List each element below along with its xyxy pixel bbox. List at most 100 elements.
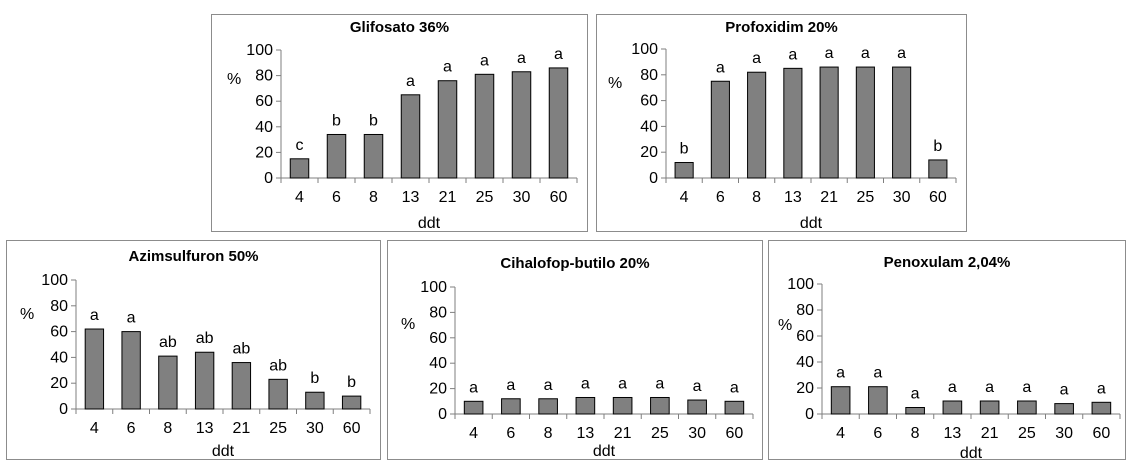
bar-21ddt (437, 80, 458, 179)
x-tick-label: 25 (651, 425, 669, 442)
bar-13ddt (575, 396, 596, 415)
y-tick-label: 80 (640, 67, 658, 84)
bar-8ddt (905, 407, 925, 415)
x-tick-label: 21 (981, 425, 999, 442)
chart-frame (387, 240, 763, 460)
significance-label: a (730, 379, 739, 396)
x-tick-label: 25 (856, 189, 874, 206)
significance-label: a (554, 46, 563, 63)
chart-panel-glifosato: Glifosato 36% 0 20 40 60 80 100 c 4 b 6 b 8 a 13 a 21 a 25… (211, 14, 588, 232)
bar-21ddt (979, 400, 1000, 415)
bar-4ddt (674, 162, 694, 179)
chart-title: Penoxulam 2,04% (884, 254, 1011, 271)
y-axis-label: % (20, 306, 34, 323)
bar-25ddt (855, 66, 875, 179)
significance-label: b (369, 112, 378, 129)
y-tick-label: 20 (640, 144, 658, 161)
x-axis-label: ddt (800, 215, 823, 232)
bar-6ddt (121, 331, 141, 410)
y-tick-label: 0 (805, 406, 814, 423)
y-tick-label: 20 (429, 381, 447, 398)
x-tick-label: 6 (127, 420, 136, 437)
chart-profoxidim: Profoxidim 20% 0 20 40 60 80 100 b 4 a 6 a 8 a 13 a 21 a 2… (596, 14, 967, 232)
y-tick-label: 80 (429, 304, 447, 321)
y-tick-label: 60 (796, 328, 814, 345)
y-tick-label: 100 (246, 42, 273, 59)
x-tick-label: 8 (544, 425, 553, 442)
chart-panel-profoxidim: Profoxidim 20% 0 20 40 60 80 100 b 4 a 6 a 8 a 13 a 21 a 2… (596, 14, 967, 232)
bar-25ddt (1017, 400, 1037, 415)
bar-60ddt (724, 400, 745, 415)
bar-21ddt (819, 66, 839, 179)
bar-60ddt (928, 159, 948, 179)
bar-6ddt (501, 398, 521, 415)
significance-label: a (836, 365, 845, 382)
y-tick-label: 0 (649, 170, 658, 187)
x-tick-label: 60 (343, 420, 361, 437)
y-tick-label: 20 (50, 375, 68, 392)
x-tick-label: 60 (1092, 425, 1110, 442)
chart-panel-azimsulfuron: Azimsulfuron 50% 0 20 40 60 80 100 a 4 a 6 ab 8 ab 13 a… (6, 240, 381, 460)
bar-8ddt (747, 71, 767, 179)
x-tick-label: 6 (506, 425, 515, 442)
significance-label: ab (196, 330, 214, 347)
chart-panel-penoxulam: Penoxulam 2,04% 0 20 40 60 80 100 a 4 a 6 a 8 a 13 a 21 a… (768, 240, 1126, 460)
y-tick-label: 60 (255, 93, 273, 110)
y-axis-label: % (227, 71, 241, 88)
bar-13ddt (942, 400, 963, 415)
significance-label: b (680, 141, 689, 158)
significance-label: c (296, 137, 304, 154)
bar-30ddt (511, 71, 532, 179)
significance-label: a (406, 73, 415, 90)
significance-label: a (1060, 382, 1069, 399)
significance-label: a (506, 377, 515, 394)
x-tick-label: 25 (476, 189, 494, 206)
y-tick-label: 0 (59, 401, 68, 418)
y-tick-label: 40 (796, 354, 814, 371)
y-tick-label: 40 (640, 118, 658, 135)
bar-60ddt (341, 395, 362, 410)
chart-title: Cihalofop-butilo 20% (500, 255, 649, 272)
y-tick-label: 100 (420, 279, 447, 296)
bar-21ddt (231, 362, 252, 410)
significance-label: a (948, 379, 957, 396)
x-tick-label: 30 (688, 425, 706, 442)
significance-label: a (693, 378, 702, 395)
significance-label: b (332, 112, 341, 129)
chart-azimsulfuron: Azimsulfuron 50% 0 20 40 60 80 100 a 4 a 6 ab 8 ab 13 a… (6, 240, 381, 460)
y-tick-label: 60 (429, 330, 447, 347)
chart-cihalofop: Cihalofop-butilo 20% 0 20 40 60 80 100 a 4 a 6 a 8 a 1… (387, 240, 763, 460)
chart-panel-cihalofop: Cihalofop-butilo 20% 0 20 40 60 80 100 a 4 a 6 a 8 a 1… (387, 240, 763, 460)
significance-label: b (310, 370, 319, 387)
significance-label: a (469, 379, 478, 396)
x-axis-label: ddt (960, 445, 983, 460)
x-tick-label: 13 (784, 189, 802, 206)
x-tick-label: 25 (269, 420, 287, 437)
x-tick-label: 60 (929, 189, 947, 206)
x-tick-label: 6 (716, 189, 725, 206)
significance-label: b (933, 138, 942, 155)
y-tick-label: 100 (787, 276, 814, 293)
x-tick-label: 30 (306, 420, 324, 437)
bar-4ddt (830, 386, 851, 415)
x-tick-label: 21 (232, 420, 250, 437)
y-tick-label: 80 (255, 68, 273, 85)
x-tick-label: 25 (1018, 425, 1036, 442)
x-tick-label: 30 (893, 189, 911, 206)
significance-label: a (90, 307, 99, 324)
significance-label: a (752, 50, 761, 67)
bar-4ddt (289, 158, 310, 179)
significance-label: a (544, 377, 553, 394)
bar-8ddt (363, 133, 384, 179)
chart-title: Profoxidim 20% (725, 19, 838, 36)
y-tick-label: 100 (631, 41, 658, 58)
x-tick-label: 13 (943, 425, 961, 442)
significance-label: ab (159, 334, 177, 351)
significance-label: a (897, 45, 906, 62)
x-axis-label: ddt (212, 443, 235, 460)
significance-label: a (716, 59, 725, 76)
bar-4ddt (463, 400, 484, 415)
chart-penoxulam: Penoxulam 2,04% 0 20 40 60 80 100 a 4 a 6 a 8 a 13 a 21 a… (768, 240, 1126, 460)
significance-label: a (480, 52, 489, 69)
x-tick-label: 4 (295, 189, 304, 206)
